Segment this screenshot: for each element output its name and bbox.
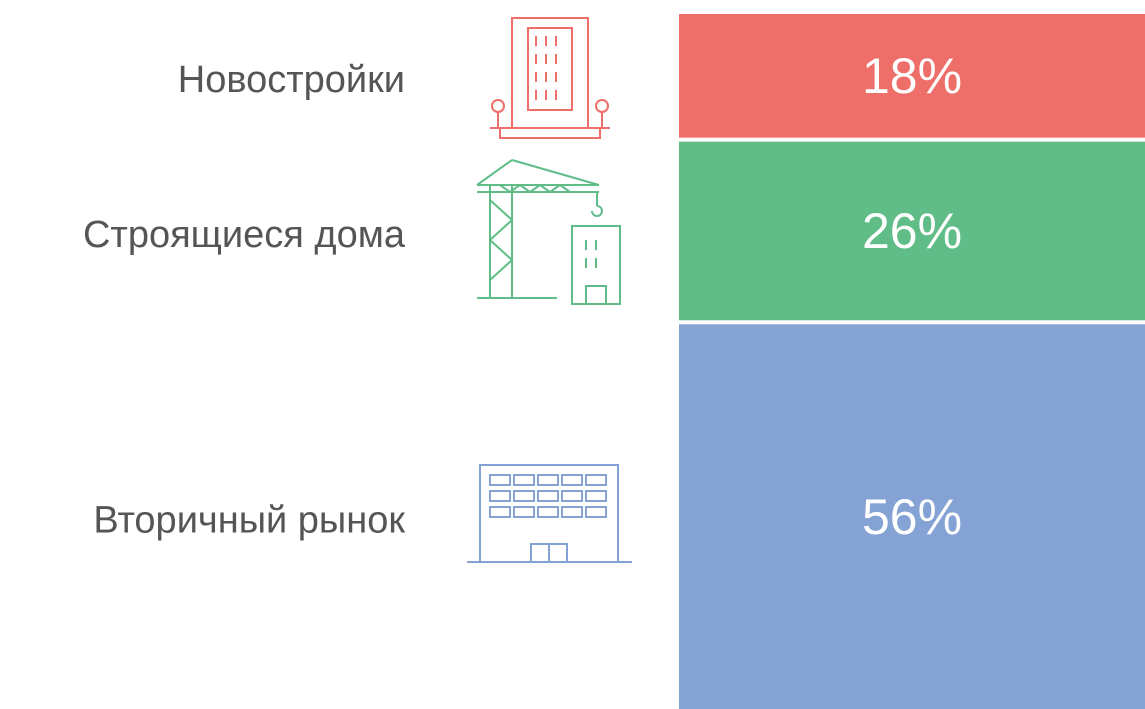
icon-new-building [490,17,610,139]
icon-construction [476,159,621,305]
category-label: Строящиеся дома [83,214,406,256]
category-label: Новостройки [178,59,405,101]
bar-segment [679,14,1145,138]
value-label: 26% [862,203,962,259]
icon-old-building [467,464,632,563]
bar-segment [679,324,1145,709]
value-label: 18% [862,48,962,104]
bar-segment [679,141,1145,321]
category-label: Вторичный рынок [93,500,405,542]
value-label: 56% [862,489,962,545]
